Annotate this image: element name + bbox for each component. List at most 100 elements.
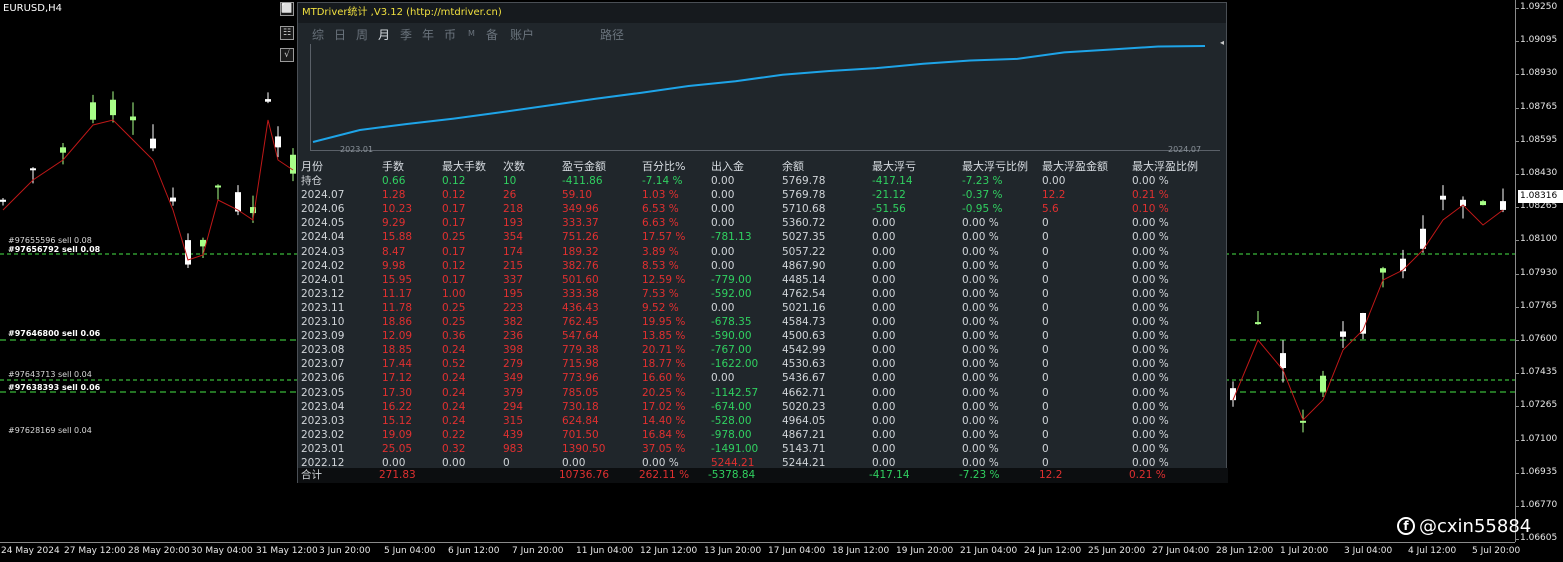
- tab-2[interactable]: 周: [356, 28, 369, 42]
- table-cell: 2024.02: [301, 259, 345, 272]
- price-tick: 1.07930: [1514, 267, 1558, 278]
- table-cell: 26: [503, 189, 517, 202]
- table-cell: 0.00 %: [962, 358, 999, 371]
- tab-8[interactable]: 备: [486, 28, 499, 42]
- table-cell: -0.95 %: [962, 203, 1003, 216]
- table-cell: 215: [503, 259, 524, 272]
- table-cell: 5769.78: [782, 175, 826, 188]
- time-tick: 24 Jun 12:00: [1024, 546, 1082, 556]
- table-cell: 0.00: [711, 217, 735, 230]
- list-button[interactable]: ☷: [280, 26, 294, 40]
- table-row: 2023.07 17.44 0.52 279 715.98 18.77 % -1622.00…: [301, 357, 1225, 371]
- check-button[interactable]: √: [280, 48, 294, 62]
- time-tick: 3 Jun 20:00: [319, 546, 371, 556]
- table-cell: 2023.12: [301, 287, 345, 300]
- table-row: 2023.10 18.86 0.25 382 762.45 19.95 % -678.35 4…: [301, 315, 1225, 329]
- total-cell: -5378.84: [708, 469, 756, 481]
- table-cell: 0.00: [442, 456, 466, 469]
- table-cell: 0.00: [872, 316, 896, 329]
- price-axis[interactable]: 1.09250 1.09095 1.08930 1.08765 1.08595 1.084…: [1514, 0, 1563, 543]
- table-row: 2024.03 8.47 0.17 174 189.32 3.89 % 0.00 5057.2…: [301, 245, 1225, 259]
- table-cell: 0.66: [382, 175, 406, 188]
- table-cell: 5027.35: [782, 231, 826, 244]
- tab-6[interactable]: 币: [444, 28, 457, 42]
- table-cell: -678.35: [711, 316, 752, 329]
- time-tick: 31 May 12:00: [256, 546, 318, 556]
- table-cell: 0.24: [442, 400, 466, 413]
- table-cell: 0.00 %: [1132, 358, 1169, 371]
- table-cell: 0.17: [442, 245, 466, 258]
- table-cell: 773.96: [562, 372, 599, 385]
- candle-body: [110, 99, 116, 116]
- time-tick: 6 Jun 12:00: [448, 546, 500, 556]
- candle-body: [170, 197, 176, 202]
- table-cell: 0.00: [872, 273, 896, 286]
- table-cell: 189.32: [562, 245, 599, 258]
- table-cell: 2024.04: [301, 231, 345, 244]
- table-cell: 2022.12: [301, 456, 345, 469]
- table-cell: -781.13: [711, 231, 752, 244]
- table-row: 2024.07 1.28 0.12 26 59.10 1.03 % 0.00 5769.78 -…: [301, 188, 1225, 202]
- time-tick: 19 Jun 20:00: [896, 546, 954, 556]
- table-cell: 5021.16: [782, 301, 826, 314]
- tab-10[interactable]: 路径: [600, 28, 625, 42]
- price-tick: 1.08100: [1514, 234, 1558, 245]
- table-row: 持仓 0.66 0.12 10 -411.86 -7.14 % 0.00 5769.78 -41…: [301, 174, 1225, 188]
- column-header: 次数: [503, 160, 525, 173]
- candle-body: [1460, 199, 1466, 207]
- time-tick: 5 Jul 20:00: [1472, 546, 1521, 556]
- column-header: 最大浮盈比例: [1132, 160, 1198, 173]
- table-cell: 2023.10: [301, 316, 345, 329]
- table-cell: 4485.14: [782, 273, 826, 286]
- table-cell: -978.00: [711, 428, 752, 441]
- price-chart[interactable]: EURUSD,H4 #97655596 sell 0.08 #97656792 s…: [0, 0, 1515, 542]
- candle-body: [90, 102, 96, 120]
- tab-1[interactable]: 日: [334, 28, 347, 42]
- time-tick: 4 Jul 12:00: [1408, 546, 1457, 556]
- table-cell: 17.57 %: [642, 231, 686, 244]
- table-row: 2024.01 15.95 0.17 337 501.60 12.59 % -779.00 4…: [301, 273, 1225, 287]
- time-tick: 28 Jun 12:00: [1216, 546, 1274, 556]
- time-axis[interactable]: 24 May 2024 27 May 12:00 28 May 20:00 30 Ma…: [0, 542, 1520, 562]
- table-cell: 0: [1042, 231, 1049, 244]
- window-button[interactable]: ⬜: [280, 2, 294, 16]
- table-cell: 37.05 %: [642, 442, 686, 455]
- table-cell: 7.53 %: [642, 287, 679, 300]
- tab-5[interactable]: 年: [422, 28, 435, 42]
- table-cell: 0.36: [442, 330, 466, 343]
- time-tick: 7 Jun 20:00: [512, 546, 564, 556]
- panel-title[interactable]: MTDriver统计 ,V3.12 (http://mtdriver.cn): [298, 3, 1226, 23]
- table-cell: 349: [503, 372, 524, 385]
- candle-body: [1380, 268, 1386, 273]
- table-cell: 0.00: [872, 287, 896, 300]
- tab-7[interactable]: M: [468, 29, 475, 38]
- table-cell: -7.14 %: [642, 175, 683, 188]
- table-cell: 0.00 %: [962, 287, 999, 300]
- table-cell: 0.21 %: [1132, 189, 1169, 202]
- table-cell: 0.00: [711, 245, 735, 258]
- candle-body: [1480, 201, 1486, 206]
- time-tick: 11 Jun 04:00: [576, 546, 634, 556]
- table-cell: 5057.22: [782, 245, 826, 258]
- table-cell: 223: [503, 301, 524, 314]
- table-cell: 0.00 %: [962, 273, 999, 286]
- table-cell: 5710.68: [782, 203, 826, 216]
- table-cell: 0.00 %: [1132, 273, 1169, 286]
- table-cell: 193: [503, 217, 524, 230]
- order-label: #97646800 sell 0.06: [8, 329, 101, 338]
- table-cell: 20.71 %: [642, 344, 686, 357]
- tab-9[interactable]: 账户: [510, 28, 535, 42]
- table-cell: 0.00 %: [962, 400, 999, 413]
- stats-panel[interactable]: MTDriver统计 ,V3.12 (http://mtdriver.cn) 综…: [297, 2, 1228, 483]
- table-cell: 0.00 %: [1132, 316, 1169, 329]
- tab-0[interactable]: 综: [312, 28, 325, 42]
- total-cell: 10736.76: [559, 469, 610, 481]
- table-row: 2022.12 0.00 0.00 0 0.00 0.00 % 5244.21 5244.21…: [301, 456, 1225, 470]
- tab-4[interactable]: 季: [400, 28, 413, 42]
- table-cell: 0.00: [711, 259, 735, 272]
- table-cell: 0.12: [442, 259, 466, 272]
- table-cell: -1142.57: [711, 386, 759, 399]
- table-cell: 547.64: [562, 330, 599, 343]
- tab-3[interactable]: 月: [378, 28, 391, 42]
- table-cell: 5143.71: [782, 442, 826, 455]
